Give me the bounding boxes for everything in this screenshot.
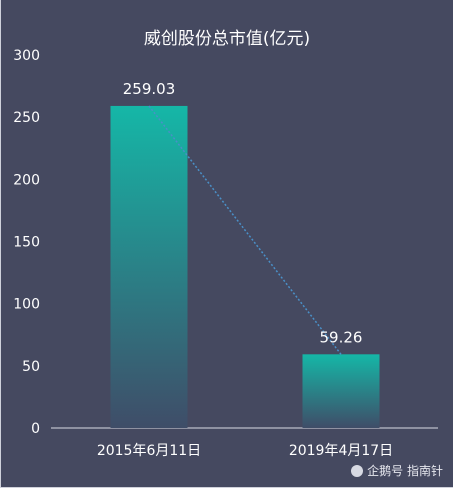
data-label: 59.26 xyxy=(320,328,363,346)
watermark-text: 企鹅号 指南针 xyxy=(367,464,443,478)
bar xyxy=(110,105,188,429)
x-tick-label: 2015年6月11日 xyxy=(97,443,201,459)
x-axis: 2015年6月11日 2019年4月17日 xyxy=(97,443,393,459)
watermark: 企鹅号 指南针 xyxy=(351,462,443,479)
y-tick-label: 300 xyxy=(13,48,40,64)
trend-line xyxy=(148,105,342,355)
y-axis: 0 50 100 150 200 250 300 xyxy=(13,48,40,437)
y-tick-label: 0 xyxy=(31,421,40,437)
trend-line-segment xyxy=(148,105,342,355)
penguin-icon xyxy=(351,464,364,477)
bar xyxy=(302,354,380,428)
bars xyxy=(110,105,380,429)
y-tick-label: 150 xyxy=(13,235,40,251)
x-tick-label: 2019年4月17日 xyxy=(289,443,393,459)
y-tick-label: 50 xyxy=(22,359,40,375)
chart-title: 威创股份总市值(亿元) xyxy=(144,29,310,49)
y-tick-label: 200 xyxy=(13,172,40,188)
y-tick-label: 100 xyxy=(13,297,40,313)
y-tick-label: 250 xyxy=(13,110,40,126)
data-label: 259.03 xyxy=(123,80,176,98)
data-labels: 259.03 59.26 xyxy=(123,80,363,346)
